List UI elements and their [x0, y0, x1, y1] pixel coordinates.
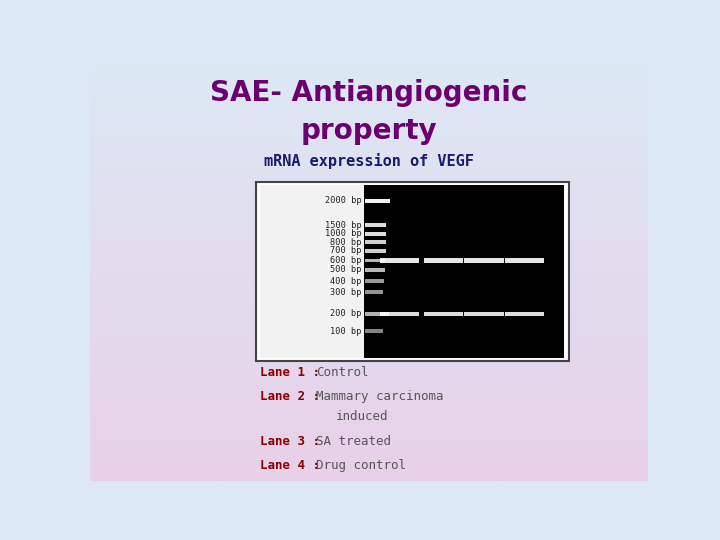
Text: 500 bp: 500 bp: [330, 266, 361, 274]
Text: property: property: [301, 117, 437, 145]
Text: 1000 bp: 1000 bp: [325, 229, 361, 238]
FancyBboxPatch shape: [260, 185, 364, 358]
Bar: [365, 329, 383, 333]
Bar: [365, 199, 390, 203]
Text: 600 bp: 600 bp: [330, 256, 361, 265]
Text: Drug control: Drug control: [316, 459, 406, 472]
Text: Lane 2 :: Lane 2 :: [260, 390, 320, 403]
Bar: [365, 223, 387, 227]
Text: Mammary carcinoma: Mammary carcinoma: [316, 390, 444, 403]
Bar: [365, 240, 386, 244]
Bar: [365, 291, 384, 294]
Bar: [424, 258, 464, 262]
Text: SAE- Antiangiogenic: SAE- Antiangiogenic: [210, 79, 528, 107]
Text: mRNA expression of VEGF: mRNA expression of VEGF: [264, 153, 474, 169]
Text: 100 bp: 100 bp: [330, 327, 361, 336]
Bar: [365, 279, 384, 283]
Bar: [380, 312, 419, 316]
Bar: [365, 249, 386, 253]
FancyBboxPatch shape: [364, 185, 564, 358]
Bar: [505, 312, 544, 316]
Bar: [464, 312, 503, 316]
Bar: [365, 312, 389, 316]
Text: 200 bp: 200 bp: [330, 309, 361, 319]
Bar: [505, 258, 544, 262]
Text: 800 bp: 800 bp: [330, 238, 361, 247]
Text: Control: Control: [316, 366, 369, 379]
Text: 700 bp: 700 bp: [330, 246, 361, 255]
Text: Lane 3 :: Lane 3 :: [260, 435, 320, 448]
Text: 400 bp: 400 bp: [330, 276, 361, 286]
Bar: [365, 268, 385, 272]
Bar: [424, 312, 464, 316]
Bar: [380, 258, 419, 262]
Text: 2000 bp: 2000 bp: [325, 197, 361, 205]
Bar: [365, 232, 387, 235]
Text: 1500 bp: 1500 bp: [325, 220, 361, 230]
Text: SA treated: SA treated: [316, 435, 391, 448]
Bar: [464, 258, 503, 262]
Text: Lane 4 :: Lane 4 :: [260, 459, 320, 472]
Text: induced: induced: [336, 410, 388, 423]
Bar: [365, 259, 385, 262]
Text: 300 bp: 300 bp: [330, 288, 361, 297]
Text: Lane 1 :: Lane 1 :: [260, 366, 320, 379]
FancyBboxPatch shape: [256, 182, 569, 361]
